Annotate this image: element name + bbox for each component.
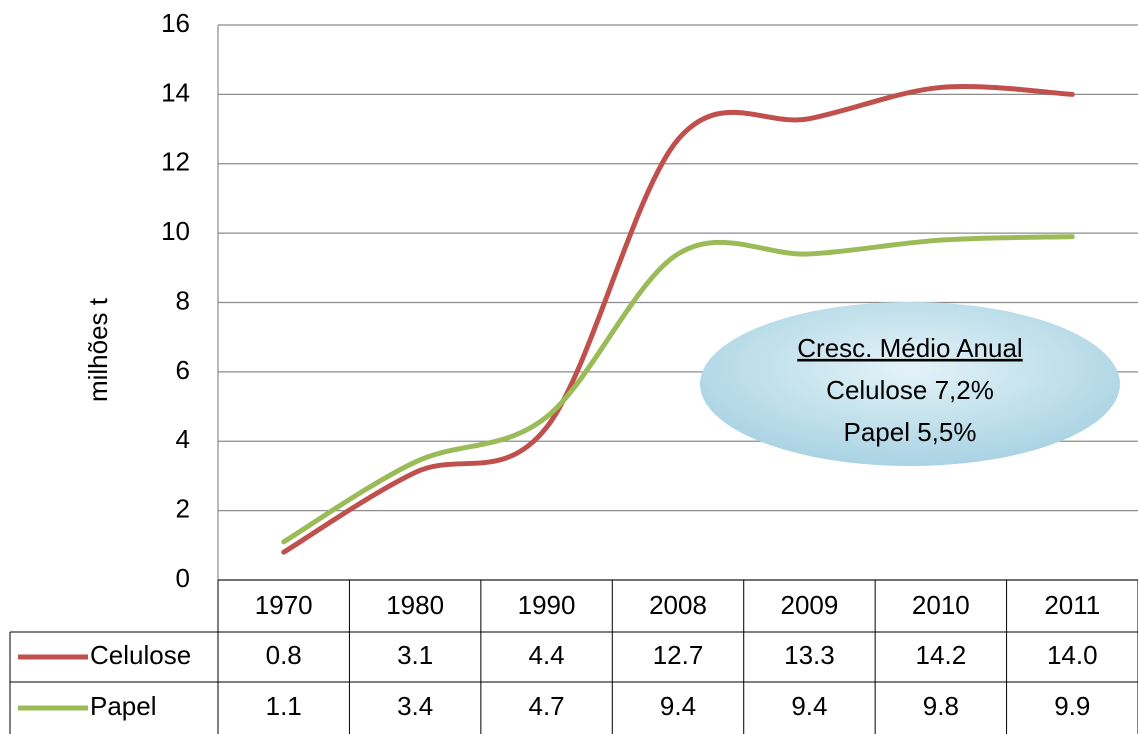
table-value: 0.8: [266, 640, 302, 670]
x-tick-label: 2011: [1044, 590, 1100, 620]
x-tick-label: 1970: [255, 590, 313, 620]
table-value: 3.1: [397, 640, 433, 670]
table-value: 13.3: [784, 640, 835, 670]
y-tick-label: 8: [176, 285, 190, 315]
annotation-line: Celulose 7,2%: [826, 375, 994, 405]
table-value: 9.4: [660, 691, 696, 721]
x-tick-label: 2008: [649, 590, 707, 620]
table-value: 1.1: [266, 691, 302, 721]
annotation-bubble: [700, 302, 1120, 466]
table-value: 9.9: [1054, 691, 1090, 721]
table-value: 14.2: [916, 640, 967, 670]
series-line: [281, 83, 1075, 555]
series-line: [281, 234, 1075, 545]
table-value: 9.4: [791, 691, 827, 721]
annotation-line: Papel 5,5%: [844, 417, 977, 447]
table-value: 14.0: [1047, 640, 1098, 670]
table-value: 3.4: [397, 691, 433, 721]
y-tick-label: 6: [176, 355, 190, 385]
y-tick-label: 2: [176, 494, 190, 524]
x-tick-label: 1990: [518, 590, 576, 620]
legend-label: Papel: [90, 691, 157, 721]
y-tick-label: 4: [176, 424, 190, 454]
x-tick-label: 2009: [781, 590, 839, 620]
legend-label: Celulose: [90, 640, 191, 670]
table-value: 4.7: [528, 691, 564, 721]
x-tick-label: 1980: [386, 590, 444, 620]
y-tick-label: 12: [161, 147, 190, 177]
y-tick-label: 10: [161, 216, 190, 246]
y-tick-label: 16: [161, 8, 190, 38]
table-value: 4.4: [528, 640, 564, 670]
y-tick-label: 14: [161, 77, 190, 107]
x-tick-label: 2010: [912, 590, 970, 620]
y-tick-label: 0: [176, 563, 190, 593]
table-value: 9.8: [923, 691, 959, 721]
y-axis-label: milhões t: [83, 297, 113, 402]
annotation-title: Cresc. Médio Anual: [797, 333, 1022, 363]
table-value: 12.7: [653, 640, 704, 670]
